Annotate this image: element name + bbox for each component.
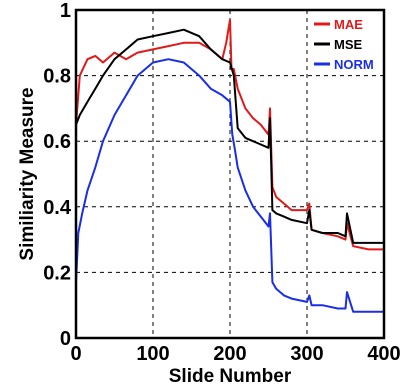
y-axis-title: Similiarity Measure (17, 87, 38, 260)
x-tick-label: 100 (136, 343, 169, 365)
series-lines (75, 18, 384, 313)
x-axis-title: Slide Number (169, 366, 292, 387)
series-line-mse (75, 28, 384, 244)
x-tick-label: 400 (367, 343, 400, 365)
x-tick-label: 0 (70, 343, 81, 365)
legend-label-mae: MAE (334, 17, 363, 32)
grid-lines (76, 10, 384, 338)
legend-label-mse: MSE (334, 37, 363, 52)
y-tick-label: 0.4 (43, 197, 72, 219)
legend-label-norm: NORM (334, 57, 374, 72)
y-tick-label: 0.8 (43, 66, 71, 88)
legend: MAE MSE NORM (314, 17, 374, 72)
x-tick-label: 200 (213, 343, 246, 365)
y-tick-label: 0.2 (43, 262, 71, 284)
plot-frame (74, 8, 386, 340)
y-tick-label: 0.6 (43, 131, 71, 153)
series-line-norm (75, 58, 384, 313)
x-tick-label: 300 (290, 343, 323, 365)
y-tick-label: 1 (60, 0, 71, 22)
y-tick-label: 0 (60, 328, 71, 350)
tick-labels: 0 100 200 300 400 0 0.2 0.4 0.6 0.8 1 (43, 0, 401, 365)
